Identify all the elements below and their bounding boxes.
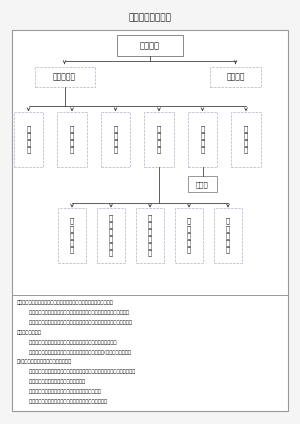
Text: 计划财务部：负责财务、资金管理工作。: 计划财务部：负责财务、资金管理工作。 — [16, 379, 86, 385]
Bar — [144, 112, 174, 167]
Text: 物
资
设
备: 物 资 设 备 — [26, 125, 31, 153]
Bar — [57, 112, 87, 167]
Bar — [210, 67, 261, 87]
Text: 检)制度，保证对安全和质量控制有效。: 检)制度，保证对安全和质量控制有效。 — [16, 360, 72, 365]
Text: 路
基
施
工
队: 路 基 施 工 队 — [70, 218, 74, 253]
Bar — [188, 112, 217, 167]
Text: 项目副经理: 项目副经理 — [53, 73, 76, 82]
Text: 安全质量部：制定本项目的安全、质量自检体系和三检(自检、互检、全程: 安全质量部：制定本项目的安全、质量自检体系和三检(自检、互检、全程 — [16, 349, 132, 354]
Text: 物资设备部：负责机械设备的调拨、检修、保养，物资的采购及管理等工作。: 物资设备部：负责机械设备的调拨、检修、保养，物资的采购及管理等工作。 — [16, 369, 136, 374]
Text: 工程技术部：负责技术、计划、预算、计量、成本控制等工作。: 工程技术部：负责技术、计划、预算、计量、成本控制等工作。 — [16, 340, 117, 345]
Text: 桥
涵
施
工
二
队: 桥 涵 施 工 二 队 — [148, 214, 152, 257]
Bar — [188, 176, 217, 192]
Text: 项目经理: 项目经理 — [140, 41, 160, 50]
Bar — [58, 208, 86, 263]
Text: 总工程师：全面负责技术管理工作，组织施工组织设计的编制和现场质量计: 总工程师：全面负责技术管理工作，组织施工组织设计的编制和现场质量计 — [16, 320, 133, 325]
Text: 综
合
办
公: 综 合 办 公 — [157, 125, 161, 153]
Text: 说明：项目经理：负责该项目的全面工作，对项目重大事项做出决策。: 说明：项目经理：负责该项目的全面工作，对项目重大事项做出决策。 — [16, 300, 113, 305]
Bar — [34, 67, 94, 87]
Bar — [101, 112, 130, 167]
Text: 工
程
技
术: 工 程 技 术 — [200, 125, 205, 153]
Bar — [231, 112, 261, 167]
Text: 六、项目管理机构: 六、项目管理机构 — [128, 13, 172, 22]
Bar — [136, 208, 164, 263]
Text: 桥
涵
施
工
一
队: 桥 涵 施 工 一 队 — [109, 214, 113, 257]
Text: 划的制定及实施。: 划的制定及实施。 — [16, 329, 41, 335]
Text: 计
划
财
务: 计 划 财 务 — [70, 125, 74, 153]
Bar — [14, 112, 43, 167]
Bar — [175, 208, 203, 263]
Text: 综
合
施
工
队: 综 合 施 工 队 — [226, 218, 230, 253]
Bar — [97, 208, 125, 263]
Text: 工地试验室：负责原材料检查、工程检测、试验等工作。: 工地试验室：负责原材料检查、工程检测、试验等工作。 — [16, 399, 108, 404]
Bar — [117, 35, 183, 56]
Text: 路
面
施
工
队: 路 面 施 工 队 — [187, 218, 191, 253]
Bar — [214, 208, 242, 263]
Text: 综合办公室：负责后勤、消防、治安及宣传等工作。: 综合办公室：负责后勤、消防、治安及宣传等工作。 — [16, 389, 101, 394]
Text: 项目总工: 项目总工 — [226, 73, 245, 82]
Text: 项目副经理：协助经理进行生产统和管理，安排、落实经理的各项决策。: 项目副经理：协助经理进行生产统和管理，安排、落实经理的各项决策。 — [16, 310, 130, 315]
Text: 工
地
试
验: 工 地 试 验 — [244, 125, 248, 153]
Text: 测量队: 测量队 — [196, 181, 209, 188]
Text: 安
全
质
量: 安 全 质 量 — [113, 125, 118, 153]
